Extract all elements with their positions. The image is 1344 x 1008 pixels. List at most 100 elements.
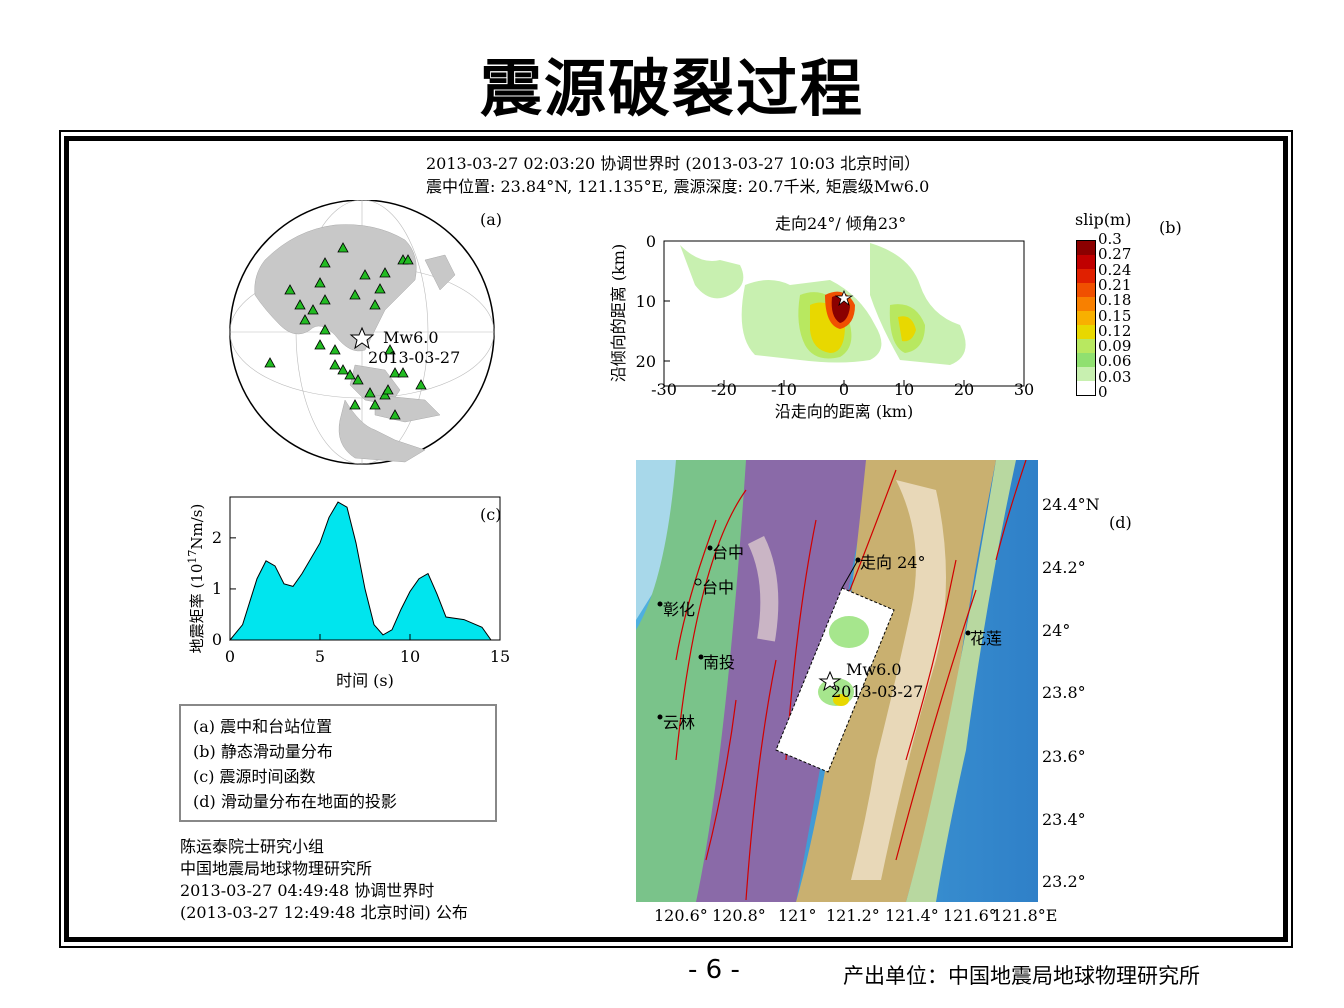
b-xlabel: 沿走向的距离 (km) <box>775 402 913 421</box>
city-hualien: 花莲 <box>970 629 1003 648</box>
city-yunlin: 云林 <box>663 713 696 732</box>
b-ylabel: 沿倾向的距离 (km) <box>609 244 628 382</box>
panel-d-date: 2013-03-27 <box>831 682 924 701</box>
colorbar-label: 0.15 <box>1098 306 1132 325</box>
colorbar-swatch <box>1077 367 1095 381</box>
colorbar-label: 0 <box>1098 383 1108 401</box>
panel-b-title: 走向24°/ 倾角23° <box>775 214 907 233</box>
colorbar-swatch <box>1077 269 1095 283</box>
panel-d-map <box>636 460 1038 902</box>
b-ytick: 20 <box>636 352 656 371</box>
panel-a-globe <box>229 200 495 465</box>
colorbar-swatch <box>1077 311 1095 325</box>
stf-ytick-label: 1 <box>212 579 222 598</box>
credit-line: (2013-03-27 12:49:48 北京时间) 公布 <box>180 903 468 922</box>
lat-label: 23.2° <box>1042 872 1086 891</box>
b-xtick: 30 <box>1014 380 1034 399</box>
colorbar-label: 0.18 <box>1098 291 1132 310</box>
legend-item: (d) 滑动量分布在地面的投影 <box>193 792 397 811</box>
epicenter-star-icon <box>818 670 842 692</box>
b-xtick: -10 <box>771 380 797 399</box>
lat-label: 24.4°N <box>1042 495 1100 514</box>
mountains-purple <box>696 460 876 902</box>
credit-line: 陈运泰院士研究小组 <box>180 837 325 856</box>
colorbar-title: slip(m) <box>1075 210 1132 229</box>
credits: 陈运泰院士研究小组 中国地震局地球物理研究所 2013-03-27 04:49:… <box>180 836 468 924</box>
footer-org: 产出单位：中国地震局地球物理研究所 <box>843 964 1200 988</box>
panel-d-tag: (d) <box>1109 513 1132 532</box>
figure-frame-inner <box>64 136 1288 942</box>
b-xtick: 0 <box>839 380 849 399</box>
colorbar-swatch <box>1077 241 1095 255</box>
panel-c-stf-chart: 0 5 10 15 0 1 2 时间 (s) 地震矩率 (1017Nm/s) <box>186 496 510 690</box>
panel-d-mag: Mw6.0 <box>846 660 902 679</box>
lon-label: 121° <box>778 906 817 925</box>
figure-frame-outer <box>59 130 1293 948</box>
colorbar-swatch <box>1077 297 1095 311</box>
lat-label: 23.6° <box>1042 747 1086 766</box>
colorbar-label: 0.06 <box>1098 352 1132 371</box>
stf-area <box>228 501 492 641</box>
colorbar-swatch <box>1077 353 1095 367</box>
panel-a-mag: Mw6.0 <box>383 328 439 347</box>
hypocenter-star-icon <box>834 289 854 307</box>
east-coast <box>906 460 1016 902</box>
lat-label: 23.4° <box>1042 810 1086 829</box>
colorbar <box>1076 240 1096 396</box>
lat-label: 24° <box>1042 621 1071 640</box>
stf-xtick-label: 0 <box>225 647 235 666</box>
city-taichung-1: 台中 <box>712 543 745 562</box>
stf-xlabel: 时间 (s) <box>336 671 394 690</box>
lon-label: 120.8° <box>712 906 766 925</box>
b-xtick: -30 <box>651 380 677 399</box>
colorbar-label: 0.09 <box>1098 337 1132 356</box>
colorbar-label: 0.27 <box>1098 245 1132 264</box>
stf-ylabel: 地震矩率 (1017Nm/s) <box>186 504 206 654</box>
header-time: 2013-03-27 02:03:20 协调世界时 (2013-03-27 10… <box>426 154 921 173</box>
lat-label: 23.8° <box>1042 683 1086 702</box>
stf-frame <box>229 496 501 641</box>
stf-xtick-label: 5 <box>315 647 325 666</box>
axis-ticks <box>663 240 1025 386</box>
colorbar-swatch <box>1077 255 1095 269</box>
colorbar-swatch <box>1077 283 1095 297</box>
lon-label: 121.6° <box>943 906 997 925</box>
mountain-peaks <box>851 480 946 880</box>
lon-label: 121.2° <box>826 906 880 925</box>
page-number: - 6 - <box>688 955 740 985</box>
b-xtick: 10 <box>894 380 914 399</box>
station-triangles <box>264 242 427 420</box>
lon-label: 121.8°E <box>992 906 1058 925</box>
colorbar-swatch <box>1077 381 1095 395</box>
colorbar-label: 0.03 <box>1098 367 1132 386</box>
colorbar-labels: 0.3 0.27 0.24 0.21 0.18 0.15 0.12 0.09 0.06 0.03 0 <box>1098 232 1148 402</box>
legend-item: (b) 静态滑动量分布 <box>193 742 333 761</box>
epicenter-star-icon <box>349 326 375 350</box>
b-xtick: 20 <box>954 380 974 399</box>
b-ytick: 10 <box>636 292 656 311</box>
colorbar-swatch <box>1077 339 1095 353</box>
lat-label: 24.2° <box>1042 558 1086 577</box>
panel-a-tag: (a) <box>480 210 503 229</box>
colorbar-label: 0.3 <box>1098 230 1122 248</box>
city-nantou: 南投 <box>703 653 736 672</box>
b-ytick: 0 <box>646 232 656 251</box>
colorbar-label: 0.24 <box>1098 260 1132 279</box>
city-changhua: 彰化 <box>663 600 696 619</box>
legend-item: (a) 震中和台站位置 <box>193 717 333 736</box>
stf-ytick-label: 2 <box>212 528 222 547</box>
panel-b-tag: (b) <box>1159 218 1182 237</box>
colorbar-label: 0.21 <box>1098 275 1132 294</box>
stf-ytick-label: 0 <box>212 630 222 649</box>
panel-c-tag: (c) <box>480 505 502 524</box>
stf-xtick-label: 10 <box>400 647 420 666</box>
strike-label: 走向 24° <box>860 553 926 572</box>
credit-line: 中国地震局地球物理研究所 <box>180 859 373 878</box>
legend-item: (c) 震源时间函数 <box>193 767 316 786</box>
lon-label: 121.4° <box>885 906 939 925</box>
city-dots <box>657 545 971 720</box>
stf-xtick-label: 15 <box>490 647 510 666</box>
colorbar-label: 0.12 <box>1098 321 1132 340</box>
slide-title: 震源破裂过程 <box>479 52 864 125</box>
credit-line: 2013-03-27 04:49:48 协调世界时 <box>180 881 435 900</box>
